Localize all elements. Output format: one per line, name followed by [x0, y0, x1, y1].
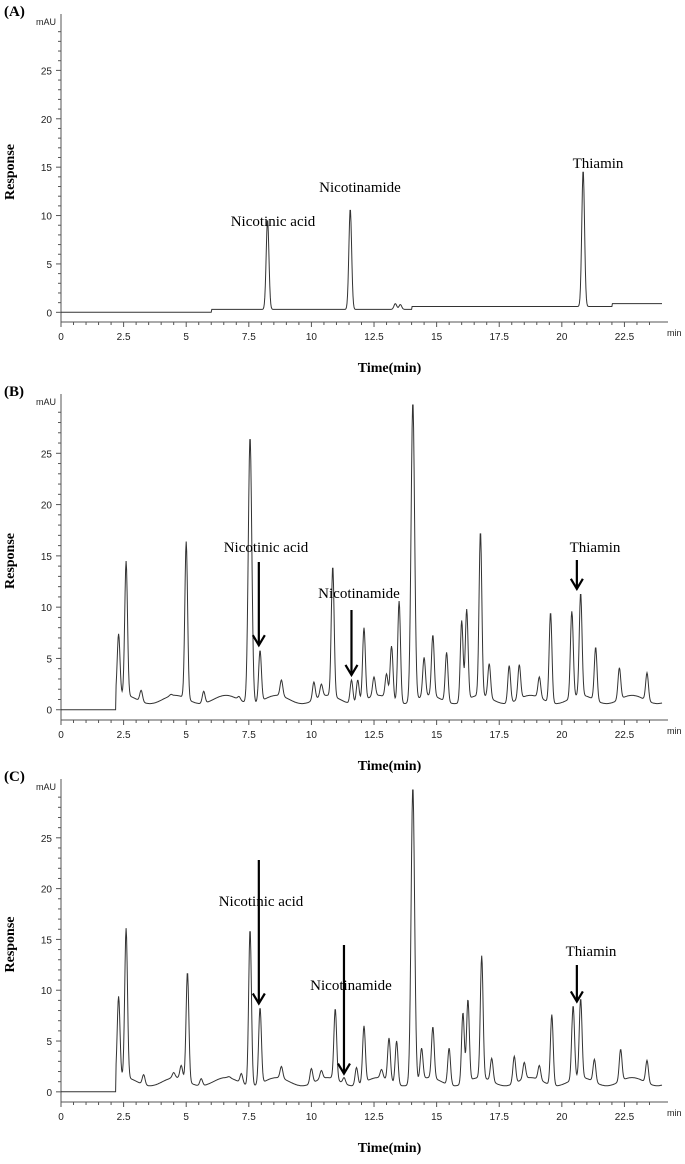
chromatogram-trace — [61, 789, 663, 1093]
y-tick-label: 0 — [46, 706, 52, 717]
y-tick-label: 10 — [41, 603, 53, 614]
y-tick-label: 0 — [46, 1088, 52, 1099]
y-tick-label: 20 — [41, 885, 53, 896]
annotation-arrowhead — [569, 578, 584, 591]
x-tick-label: 17.5 — [489, 1112, 509, 1123]
x-tick-label: 15 — [431, 1112, 443, 1123]
x-unit-label: min — [667, 1108, 682, 1118]
x-tick-label: 5 — [183, 1112, 189, 1123]
y-tick-label: 25 — [41, 449, 53, 460]
x-unit-label: min — [667, 726, 682, 736]
x-tick-label: 0 — [58, 1112, 64, 1123]
x-tick-label: 12.5 — [364, 332, 384, 343]
x-tick-label: 17.5 — [489, 332, 509, 343]
y-unit-label: mAU — [36, 17, 56, 27]
y-tick-label: 5 — [46, 654, 52, 665]
annotation-arrowhead — [251, 634, 266, 648]
x-tick-label: 17.5 — [489, 730, 509, 741]
peak-annotation: Nicotinamide — [318, 586, 400, 602]
peak-annotation: Thiamin — [573, 156, 624, 172]
y-axis-title: Response — [3, 144, 18, 200]
x-tick-label: 0 — [58, 730, 64, 741]
panel-label: (A) — [4, 4, 25, 20]
y-tick-label: 0 — [46, 308, 52, 319]
panel-label: (C) — [4, 769, 25, 785]
y-unit-label: mAU — [36, 397, 56, 407]
y-tick-label: 20 — [41, 501, 53, 512]
y-tick-label: 15 — [41, 935, 53, 946]
x-tick-label: 15 — [431, 332, 443, 343]
x-tick-label: 5 — [183, 730, 189, 741]
x-tick-label: 2.5 — [117, 1112, 131, 1123]
peak-annotation: Thiamin — [570, 540, 621, 556]
y-tick-label: 10 — [41, 212, 53, 223]
x-tick-label: 10 — [306, 1112, 318, 1123]
x-tick-label: 22.5 — [615, 730, 635, 741]
x-tick-label: 5 — [183, 332, 189, 343]
annotation-arrowhead — [337, 1063, 351, 1076]
x-tick-label: 20 — [556, 332, 568, 343]
peak-annotation: Nicotinic acid — [224, 540, 309, 556]
panel-c: (C) mAU 0 5 10 15 20 25 0 2.5 5 7.5 10 12.5 15 17.5 20 22… — [3, 769, 682, 1156]
y-tick-label: 25 — [41, 834, 53, 845]
x-tick-label: 10 — [306, 730, 318, 741]
x-tick-label: 10 — [306, 332, 318, 343]
annotation-arrowhead — [251, 992, 266, 1006]
x-tick-label: 2.5 — [117, 730, 131, 741]
x-unit-label: min — [667, 328, 682, 338]
x-tick-label: 20 — [556, 1112, 568, 1123]
y-axis-title: Response — [3, 533, 18, 589]
x-tick-label: 7.5 — [242, 730, 256, 741]
y-tick-label: 25 — [41, 66, 53, 77]
x-tick-label: 20 — [556, 730, 568, 741]
y-axis-title: Response — [3, 916, 18, 972]
x-tick-label: 12.5 — [364, 730, 384, 741]
chromatogram-trace — [61, 171, 662, 313]
x-tick-label: 22.5 — [615, 1112, 635, 1123]
x-tick-label: 22.5 — [615, 332, 635, 343]
x-tick-label: 15 — [431, 730, 443, 741]
peak-annotation: Nicotinamide — [310, 978, 392, 994]
x-tick-label: 7.5 — [242, 1112, 256, 1123]
y-unit-label: mAU — [36, 782, 56, 792]
x-axis-title: Time(min) — [358, 1141, 422, 1156]
y-tick-label: 15 — [41, 552, 53, 563]
y-tick-label: 5 — [46, 260, 52, 271]
y-tick-label: 20 — [41, 115, 53, 126]
x-axis-title: Time(min) — [358, 759, 422, 774]
peak-annotation: Nicotinamide — [319, 180, 401, 196]
y-tick-label: 10 — [41, 986, 53, 997]
peak-annotation: Thiamin — [566, 944, 617, 960]
peak-annotation: Nicotinic acid — [219, 894, 304, 910]
annotation-arrowhead — [569, 990, 584, 1004]
panel-a: (A) mAU 0 5 10 15 20 25 0 2.5 5 7.5 10 12.5 15 17.5 20 22… — [3, 4, 682, 376]
x-tick-label: 7.5 — [242, 332, 256, 343]
x-tick-label: 2.5 — [117, 332, 131, 343]
y-tick-label: 15 — [41, 163, 53, 174]
annotation-arrowhead — [344, 664, 359, 678]
panel-label: (B) — [4, 384, 24, 400]
chromatogram-trace — [61, 404, 663, 711]
x-tick-label: 0 — [58, 332, 64, 343]
x-tick-label: 12.5 — [364, 1112, 384, 1123]
peak-annotation: Nicotinic acid — [231, 214, 316, 230]
panel-b: (B) mAU 0 5 10 15 20 25 0 2.5 5 7.5 10 12.5 15 17.5 20 22… — [3, 384, 682, 774]
y-tick-label: 5 — [46, 1037, 52, 1048]
x-axis-title: Time(min) — [358, 361, 422, 376]
